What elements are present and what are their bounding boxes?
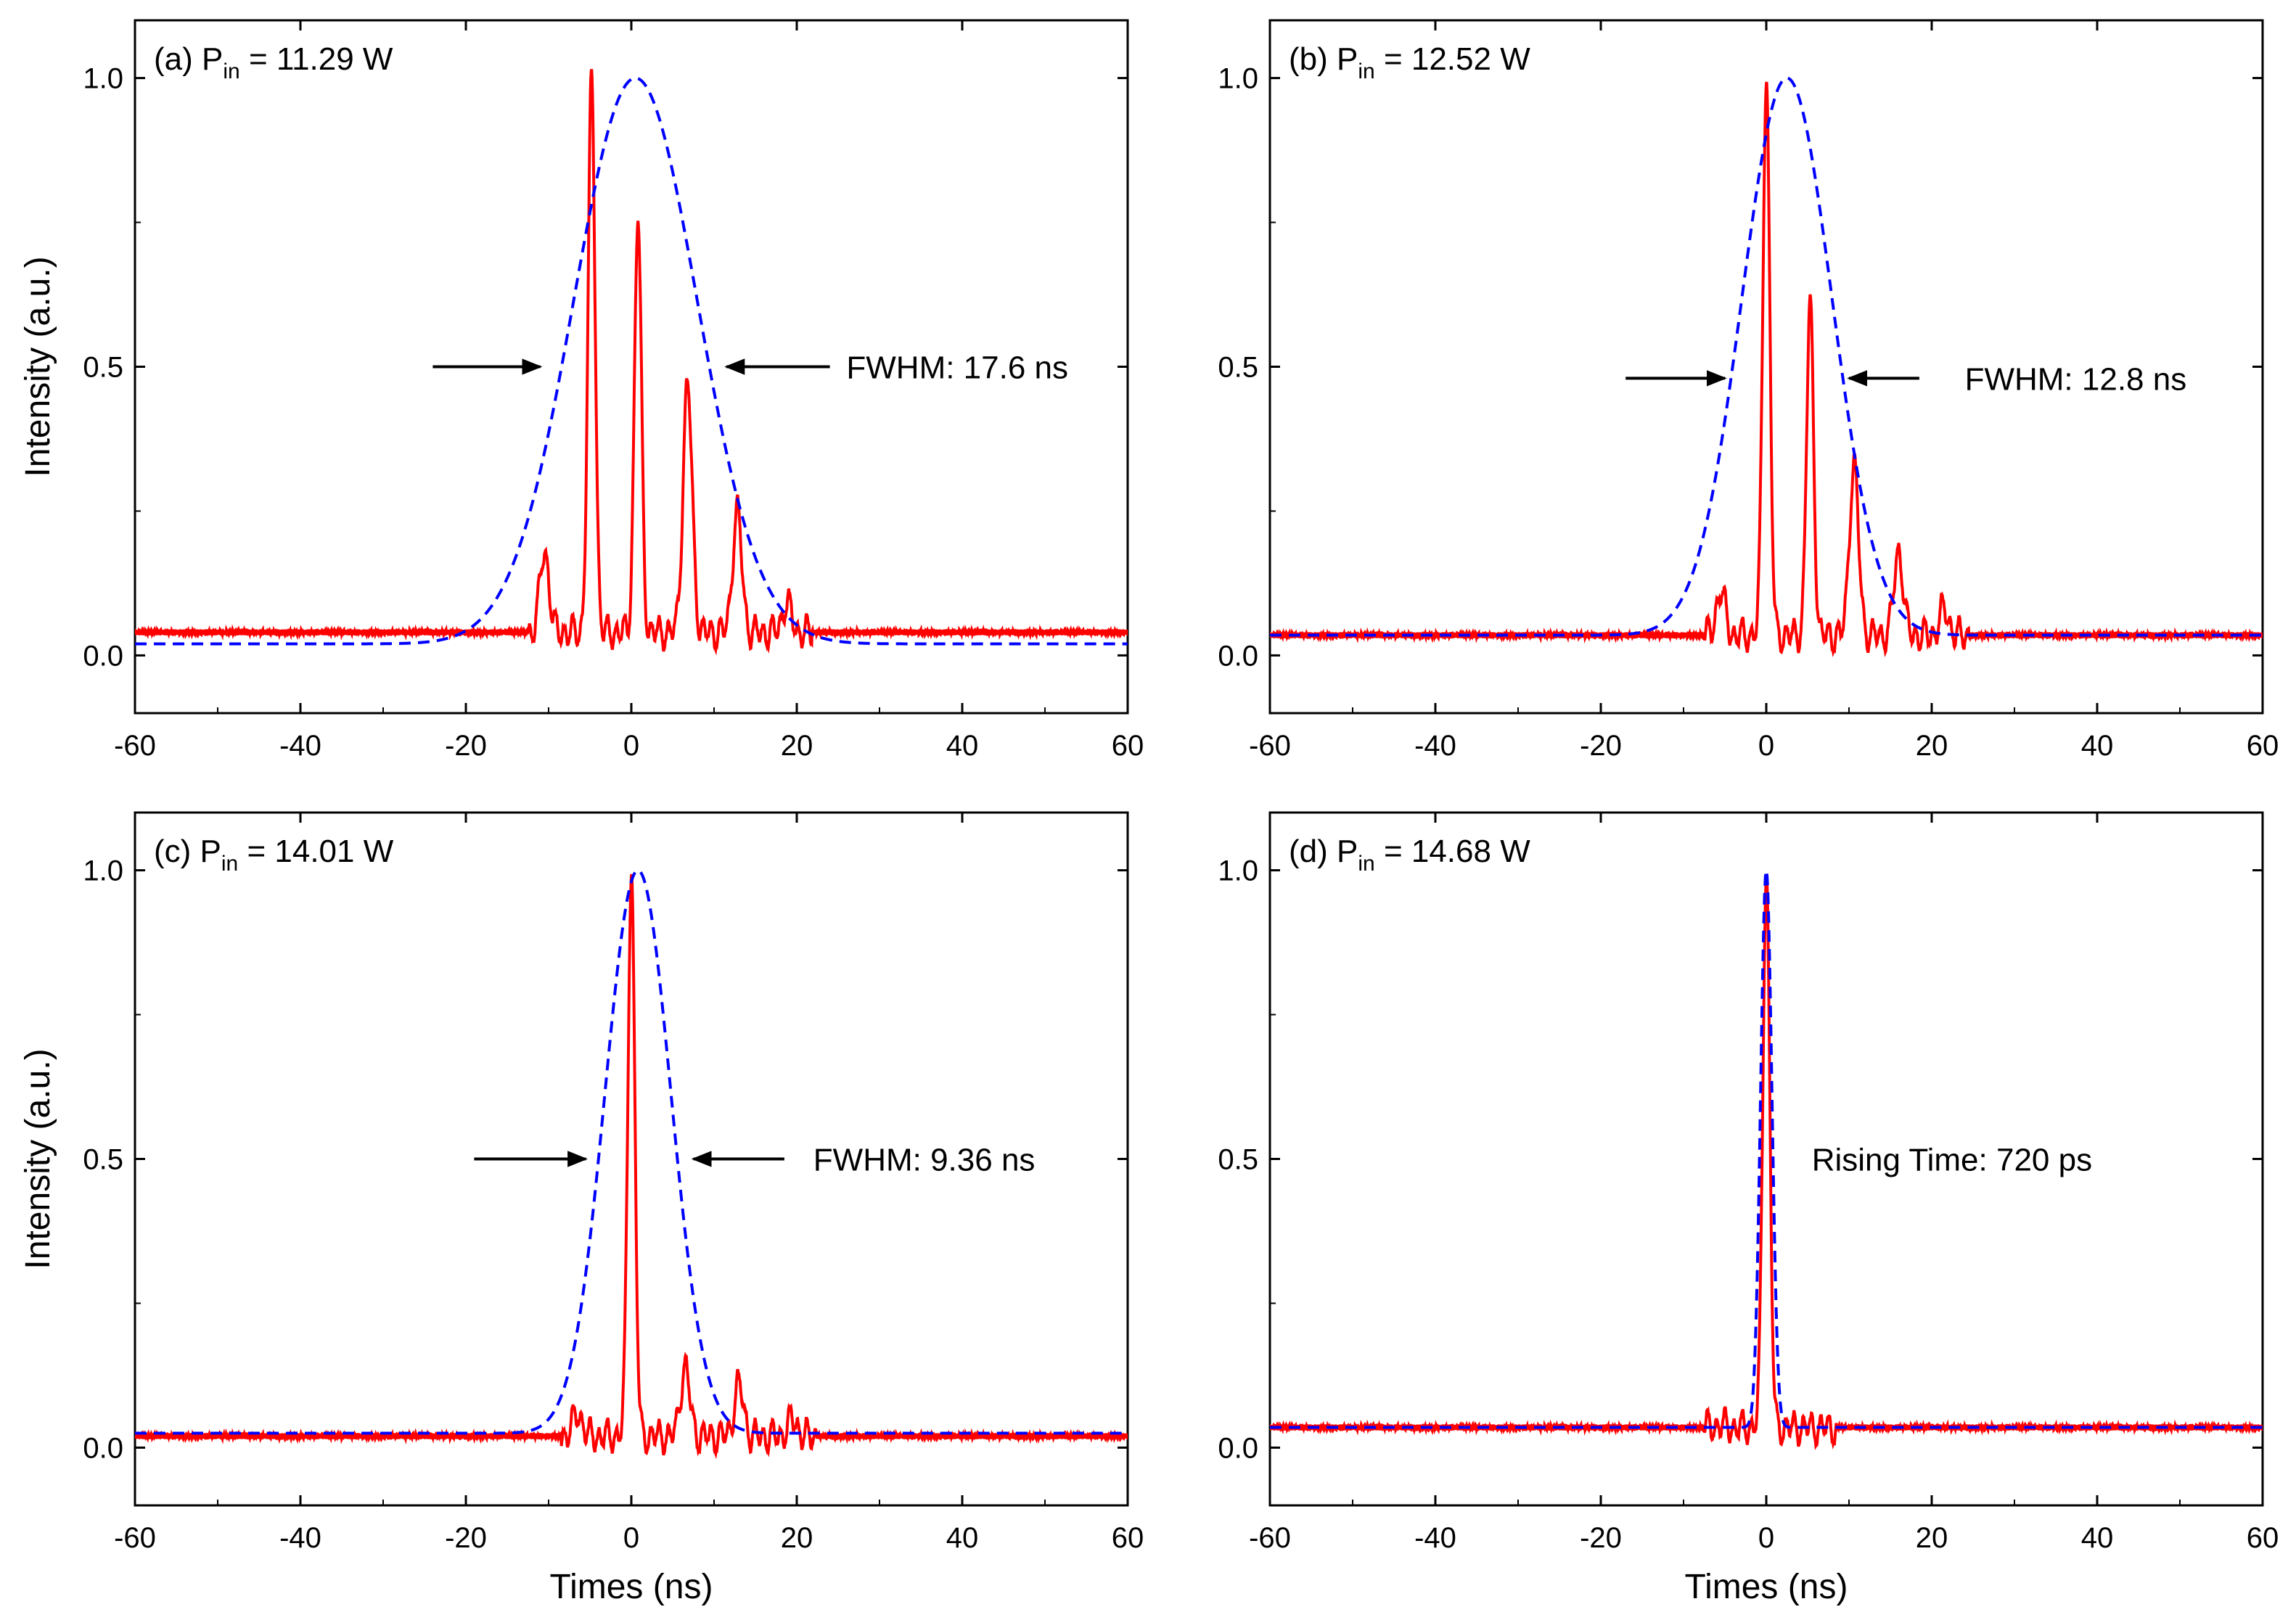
x-tick-label: 60 xyxy=(1112,730,1144,762)
fit-envelope-line xyxy=(135,76,1128,646)
fit-envelope-line xyxy=(135,868,1128,1435)
y-tick-label: 0.5 xyxy=(83,1144,123,1176)
x-tick-label: -20 xyxy=(1580,730,1622,762)
x-tick-label: -40 xyxy=(279,1522,321,1554)
panel-c: -60 -40 -20 0 20 40 60 0.0 0.5 1.0 (c) Pin = 14.01… xyxy=(19,811,1144,1606)
x-tick-label: 0 xyxy=(623,730,639,762)
y-tick-label: 0.5 xyxy=(1218,1144,1258,1176)
x-tick-label: -60 xyxy=(1249,730,1291,762)
panel-label: (b) Pin = 12.52 W xyxy=(1289,41,1530,83)
x-tick-label: -60 xyxy=(1249,1522,1291,1554)
y-tick-label: 0.0 xyxy=(83,640,123,672)
x-tick-label: 40 xyxy=(2081,730,2114,762)
y-tick-label: 0.5 xyxy=(83,352,123,384)
panel-label-prefix: (a) P xyxy=(154,41,223,77)
panel-a: -60 -40 -20 0 20 40 60 0.0 0.5 1.0 (a) Pin = 11.29… xyxy=(19,19,1144,762)
y-axis-title: Intensity (a.u.) xyxy=(19,256,57,477)
panel-label: (a) Pin = 11.29 W xyxy=(154,41,393,83)
panel-label-suffix: = 14.68 W xyxy=(1375,834,1530,869)
panel-label: (c) Pin = 14.01 W xyxy=(154,834,394,876)
x-tick-label: 0 xyxy=(623,1522,639,1554)
x-tick-label: 0 xyxy=(1758,730,1774,762)
measured-pulse-line xyxy=(1270,873,2263,1450)
x-axis-title: Times (ns) xyxy=(550,1568,713,1606)
x-tick-label: -20 xyxy=(445,1522,487,1554)
x-tick-label: 40 xyxy=(2081,1522,2114,1554)
x-tick-label: -60 xyxy=(114,730,156,762)
panel-label-prefix: (c) P xyxy=(154,834,221,869)
x-tick-label: -40 xyxy=(1414,730,1456,762)
x-tick-label: 40 xyxy=(946,1522,979,1554)
x-axis-title: Times (ns) xyxy=(1685,1568,1848,1606)
x-tick-label: 60 xyxy=(2247,730,2279,762)
panel-label-prefix: (b) P xyxy=(1289,41,1358,77)
y-tick-label: 0.0 xyxy=(1218,640,1258,672)
panel-label-prefix: (d) P xyxy=(1289,834,1358,869)
x-tick-label: 20 xyxy=(781,730,813,762)
x-tick-label: 60 xyxy=(1112,1522,1144,1554)
x-tick-label: -40 xyxy=(279,730,321,762)
panel-b: -60 -40 -20 0 20 40 60 0.0 0.5 1.0 (b) Pin = 12.52… xyxy=(1218,19,2279,762)
y-tick-label: 0.0 xyxy=(1218,1432,1258,1464)
panel-label-suffix: = 14.01 W xyxy=(238,834,393,869)
measured-pulse-line xyxy=(135,68,1128,656)
y-tick-label: 0.5 xyxy=(1218,352,1258,384)
y-tick-label: 1.0 xyxy=(83,855,123,887)
x-tick-label: 60 xyxy=(2247,1522,2279,1554)
annotation-text: FWHM: 17.6 ns xyxy=(846,350,1068,386)
panel-d: -60 -40 -20 0 20 40 60 0.0 0.5 1.0 (d) Pin = 14.68… xyxy=(1218,811,2279,1606)
x-tick-label: 0 xyxy=(1758,1522,1774,1554)
panel-label-subscript: in xyxy=(223,59,239,83)
panel-label-suffix: = 12.52 W xyxy=(1375,41,1530,77)
y-tick-label: 1.0 xyxy=(1218,63,1258,95)
panel-label: (d) Pin = 14.68 W xyxy=(1289,834,1530,876)
panel-label-subscript: in xyxy=(221,852,238,876)
annotation-text: FWHM: 9.36 ns xyxy=(813,1143,1036,1178)
y-tick-label: 0.0 xyxy=(83,1432,123,1464)
x-tick-label: -20 xyxy=(445,730,487,762)
x-tick-label: -60 xyxy=(114,1522,156,1554)
annotation-text: Rising Time: 720 ps xyxy=(1812,1143,2092,1178)
x-tick-label: 20 xyxy=(1916,730,1948,762)
x-tick-label: 20 xyxy=(1916,1522,1948,1554)
measured-pulse-line xyxy=(1270,81,2263,658)
panel-label-subscript: in xyxy=(1358,59,1374,83)
fit-envelope-line xyxy=(1270,870,2263,1429)
annotation-text: FWHM: 12.8 ns xyxy=(1965,361,2187,397)
y-tick-label: 1.0 xyxy=(83,63,123,95)
x-tick-label: 40 xyxy=(946,730,979,762)
y-tick-label: 1.0 xyxy=(1218,855,1258,887)
panel-label-subscript: in xyxy=(1358,852,1374,876)
fit-envelope-line xyxy=(1270,76,2263,637)
x-tick-label: -20 xyxy=(1580,1522,1622,1554)
x-tick-label: 20 xyxy=(781,1522,813,1554)
panel-label-suffix: = 11.29 W xyxy=(240,41,393,77)
y-axis-title: Intensity (a.u.) xyxy=(19,1048,57,1269)
x-tick-label: -40 xyxy=(1414,1522,1456,1554)
